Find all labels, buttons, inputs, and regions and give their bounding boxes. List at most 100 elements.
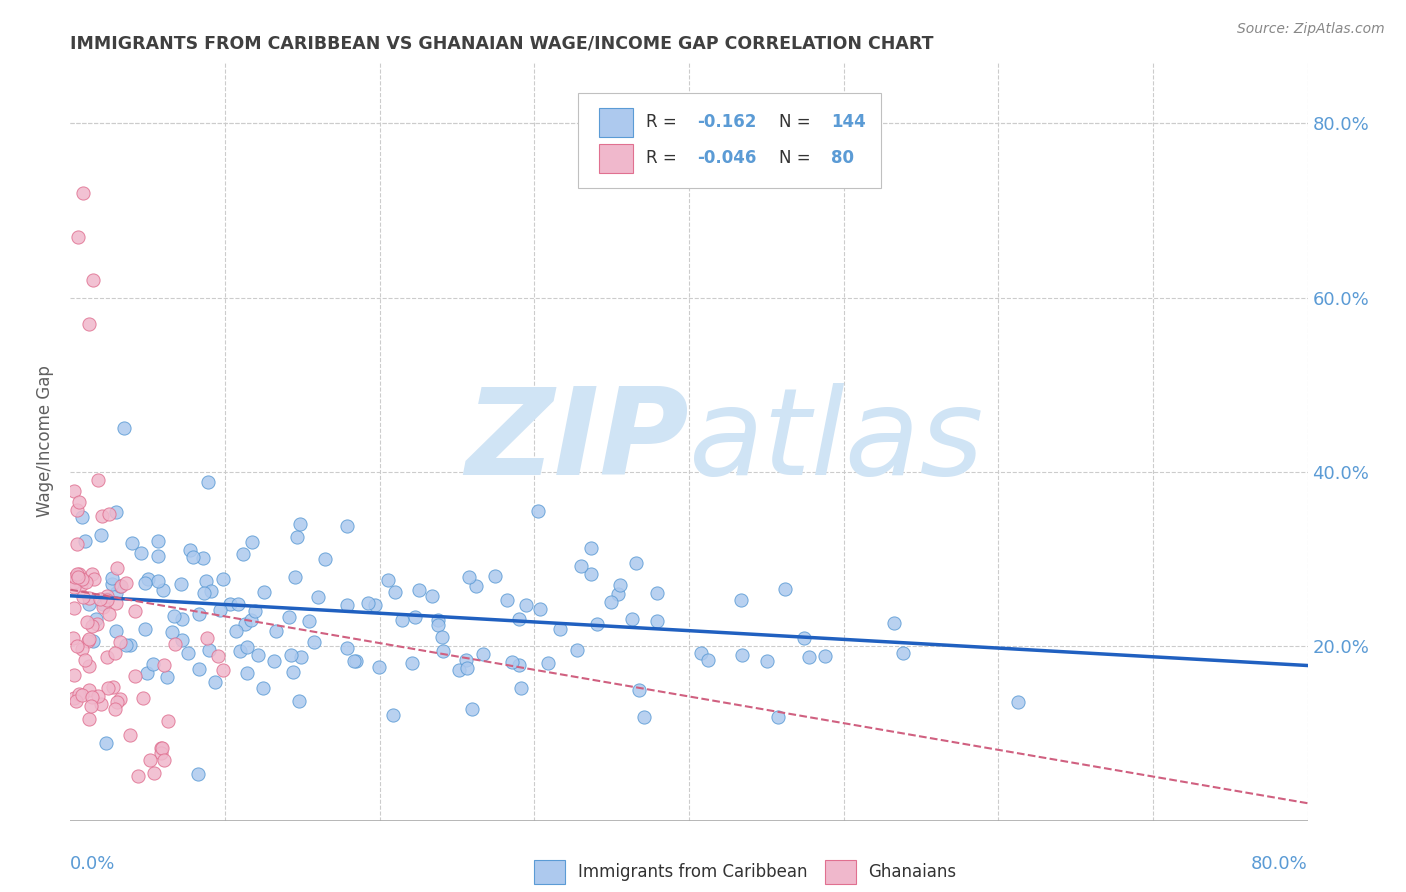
Point <box>243 604 266 618</box>
Point <box>108 579 131 593</box>
Text: Immigrants from Caribbean: Immigrants from Caribbean <box>578 863 807 881</box>
Point <box>131 690 153 705</box>
Bar <box>599 144 633 172</box>
Point <box>104 586 127 600</box>
Point <box>90 697 112 711</box>
Text: -0.046: -0.046 <box>697 149 756 167</box>
Point <box>768 710 790 724</box>
Point <box>63 574 86 589</box>
Point <box>188 661 211 675</box>
Point <box>134 576 156 591</box>
Point <box>569 558 592 573</box>
Point <box>579 541 602 555</box>
Point <box>384 585 406 599</box>
Point <box>343 654 366 668</box>
Point <box>508 612 530 626</box>
Point <box>344 654 367 668</box>
Point <box>814 648 837 663</box>
Point <box>67 229 90 244</box>
Point <box>80 699 103 714</box>
Point <box>143 765 166 780</box>
Point <box>179 543 201 558</box>
Point <box>115 639 138 653</box>
Point <box>565 642 588 657</box>
Point <box>195 631 218 645</box>
Point <box>460 702 482 716</box>
Point <box>645 614 668 628</box>
Point <box>96 736 118 750</box>
Point <box>77 591 100 606</box>
Text: -0.162: -0.162 <box>697 113 756 131</box>
Point <box>240 534 263 549</box>
Point <box>72 590 94 604</box>
Point <box>501 655 523 669</box>
Point <box>731 648 754 662</box>
Point <box>263 654 285 668</box>
Point <box>172 611 194 625</box>
Point <box>280 648 302 663</box>
Point <box>104 596 127 610</box>
Point <box>146 574 169 589</box>
Point <box>302 635 325 649</box>
Text: Ghanaians: Ghanaians <box>869 863 956 881</box>
Point <box>105 624 128 639</box>
Point <box>82 273 105 287</box>
Point <box>77 632 100 647</box>
Point <box>236 640 259 654</box>
Point <box>121 536 143 550</box>
Point <box>382 708 405 723</box>
Point <box>793 631 815 645</box>
Point <box>420 590 443 604</box>
Point <box>115 576 138 591</box>
Point <box>529 602 551 616</box>
Point <box>127 769 149 783</box>
Point <box>150 741 173 756</box>
Point <box>645 586 668 600</box>
Point <box>204 674 226 689</box>
Point <box>401 656 423 670</box>
Point <box>1007 695 1029 709</box>
Point <box>239 613 262 627</box>
Point <box>364 598 387 612</box>
Point <box>82 690 104 704</box>
Point <box>112 421 135 435</box>
Point <box>253 585 276 599</box>
Point <box>283 665 305 679</box>
Point <box>883 615 905 630</box>
Point <box>298 614 321 628</box>
Text: 80: 80 <box>831 149 855 167</box>
Point <box>426 618 449 632</box>
Point <box>124 669 146 683</box>
Point <box>170 577 193 591</box>
Point <box>139 753 162 767</box>
Point <box>526 504 548 518</box>
Point <box>285 530 308 544</box>
Point <box>194 574 217 588</box>
Point <box>89 592 111 607</box>
Point <box>146 549 169 563</box>
Point <box>177 646 200 660</box>
Point <box>633 710 655 724</box>
Point <box>627 683 650 698</box>
Point <box>150 741 173 756</box>
Point <box>288 517 311 532</box>
Point <box>207 648 229 663</box>
Point <box>97 681 120 695</box>
Point <box>187 767 209 781</box>
Point <box>307 590 329 604</box>
Point <box>457 570 479 584</box>
Bar <box>599 108 633 136</box>
Text: 0.0%: 0.0% <box>70 855 115 873</box>
Point <box>79 598 101 612</box>
Point <box>91 509 114 524</box>
Point <box>146 533 169 548</box>
Point <box>91 597 114 611</box>
Point <box>621 612 644 626</box>
Point <box>426 614 449 628</box>
Text: IMMIGRANTS FROM CARIBBEAN VS GHANAIAN WAGE/INCOME GAP CORRELATION CHART: IMMIGRANTS FROM CARIBBEAN VS GHANAIAN WA… <box>70 35 934 53</box>
Point <box>357 596 380 610</box>
Point <box>508 658 530 673</box>
Point <box>70 688 93 702</box>
Point <box>134 622 156 636</box>
Point <box>278 610 301 624</box>
